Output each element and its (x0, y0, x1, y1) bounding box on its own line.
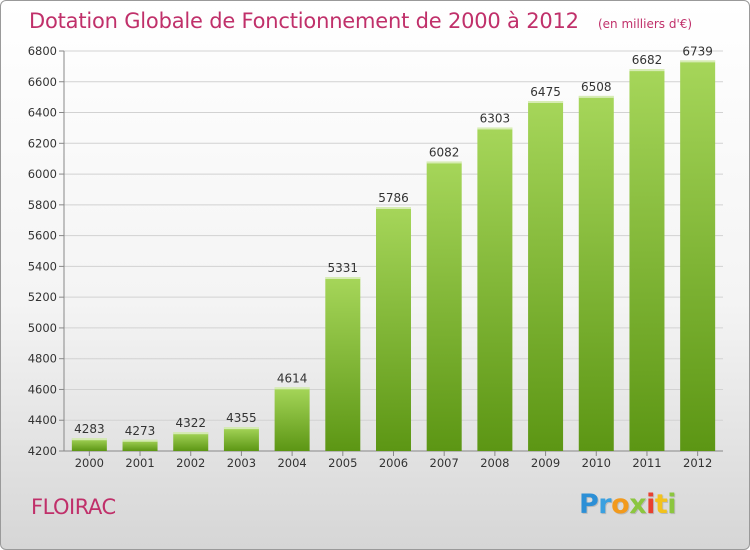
bar-2003 (223, 427, 259, 451)
y-tick-label: 4600 (28, 382, 57, 396)
x-tick-label-2002: 2002 (176, 456, 205, 470)
logo-letter: o (611, 489, 630, 520)
bar-highlight (223, 427, 259, 430)
bar-highlight (274, 387, 310, 390)
bar-2005 (325, 277, 361, 451)
bar-2002 (173, 432, 209, 451)
x-tick-label-2007: 2007 (430, 456, 459, 470)
bar-highlight (680, 60, 716, 63)
commune-name: FLOIRAC (31, 495, 116, 519)
x-tick-label-2006: 2006 (379, 456, 408, 470)
y-tick-label: 4200 (28, 444, 57, 458)
data-labels: 4283 4273 4322 4355 4614 5331 5786 6082 6303 6475… (74, 44, 713, 437)
logo-letter: P (579, 489, 599, 520)
x-tick-label-2008: 2008 (480, 456, 509, 470)
y-tick-label: 6800 (28, 44, 57, 58)
x-tick-label-2005: 2005 (328, 456, 357, 470)
data-label-2005: 5331 (328, 261, 359, 275)
bar-2004 (274, 387, 310, 451)
y-tick-label: 5400 (28, 259, 57, 273)
logo-letter: i (667, 489, 677, 520)
data-label-2011: 6682 (632, 53, 663, 67)
logo-letter: x (629, 489, 647, 520)
bars (71, 60, 716, 452)
bar-highlight (71, 438, 107, 441)
y-tick-label: 5000 (28, 321, 57, 335)
bar-2010 (578, 95, 614, 451)
x-axis-ticks: 2000 2001 2002 2003 2004 2005 2006 2007 2008 2009… (75, 451, 712, 470)
bar-2012 (680, 60, 716, 452)
y-tick-label: 6400 (28, 106, 57, 120)
bar-highlight (578, 95, 614, 98)
x-tick-label-2011: 2011 (632, 456, 661, 470)
y-tick-label: 4400 (28, 413, 57, 427)
y-tick-label: 6000 (28, 167, 57, 181)
data-label-2009: 6475 (530, 85, 561, 99)
bar-highlight (173, 432, 209, 435)
data-label-2010: 6508 (581, 80, 612, 94)
bar-highlight (325, 277, 361, 279)
bar-highlight (629, 69, 665, 72)
bar-2011 (629, 69, 665, 452)
chart-unit: (en milliers d'€) (597, 17, 693, 31)
x-tick-label-2003: 2003 (227, 456, 256, 470)
y-tick-label: 5600 (28, 229, 57, 243)
x-tick-label-2000: 2000 (75, 456, 104, 470)
data-label-2006: 5786 (378, 191, 409, 205)
bar-2001 (122, 439, 158, 451)
logo-letter: t (654, 489, 668, 520)
x-tick-label-2010: 2010 (582, 456, 611, 470)
bar-highlight (376, 207, 411, 209)
y-axis-ticks: 4200 4400 4600 4800 5000 5200 5400 5600 5800 6000… (28, 44, 64, 458)
bar-highlight (426, 161, 462, 164)
bar-2007 (426, 161, 462, 451)
bar-2008 (477, 127, 513, 451)
bar-2006 (376, 207, 411, 451)
x-tick-label-2004: 2004 (277, 456, 306, 470)
data-label-2000: 4283 (74, 422, 105, 436)
bar-highlight (477, 127, 513, 130)
bar-2000 (71, 438, 107, 451)
x-tick-label-2012: 2012 (683, 456, 712, 470)
data-label-2002: 4322 (175, 416, 206, 430)
title-line: Dotation Globale de Fonctionnement de 20… (29, 9, 692, 33)
x-tick-label-2001: 2001 (125, 456, 154, 470)
y-tick-label: 4800 (28, 352, 57, 366)
data-label-2007: 6082 (429, 145, 460, 159)
bar-highlight (122, 439, 158, 442)
logo-letter: i (646, 489, 655, 520)
logo-letter: r (598, 489, 612, 520)
data-label-2012: 6739 (682, 44, 713, 58)
chart-title: Dotation Globale de Fonctionnement de 20… (29, 9, 579, 33)
y-tick-label: 6600 (28, 75, 57, 89)
data-label-2001: 4273 (125, 424, 156, 438)
proxiti-logo: Proxiti (579, 489, 677, 520)
bar-2009 (528, 101, 564, 451)
bar-highlight (528, 101, 564, 103)
y-tick-label: 5800 (28, 198, 57, 212)
y-tick-label: 6200 (28, 136, 57, 150)
data-label-2004: 4614 (277, 371, 308, 385)
data-label-2008: 6303 (480, 111, 511, 125)
y-tick-label: 5200 (28, 290, 57, 304)
x-tick-label-2009: 2009 (531, 456, 560, 470)
data-label-2003: 4355 (226, 411, 257, 425)
